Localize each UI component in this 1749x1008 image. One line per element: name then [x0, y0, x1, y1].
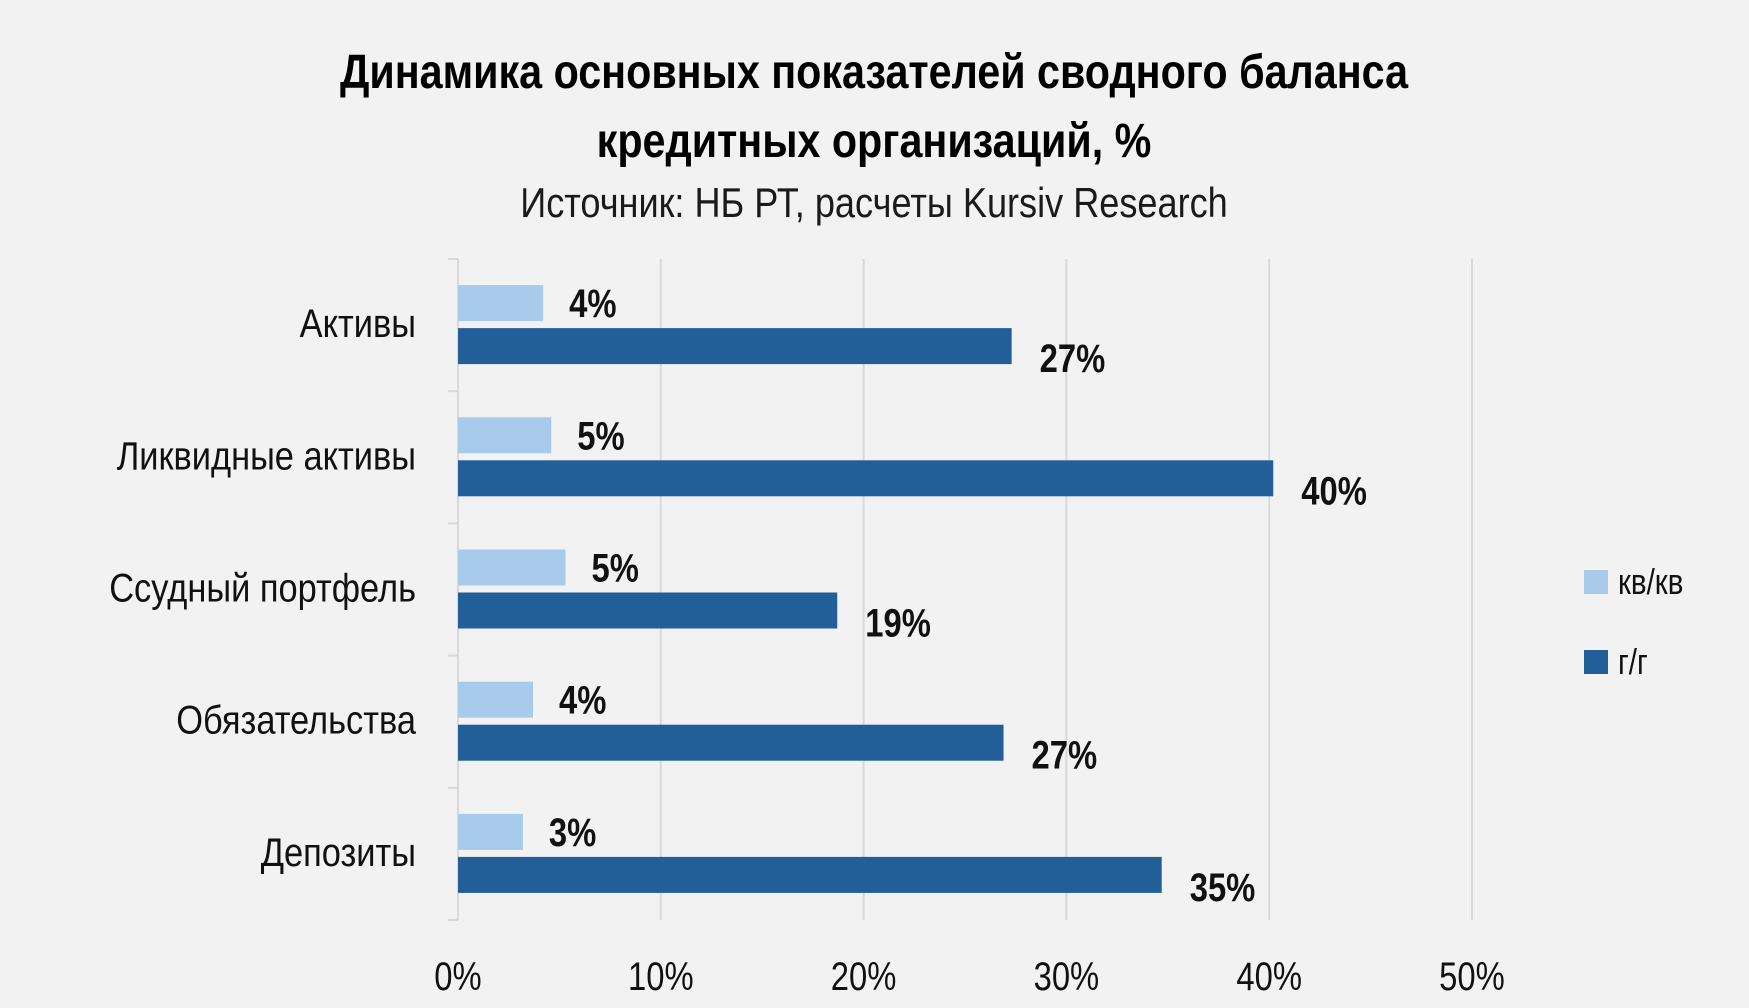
category-label: Депозиты	[261, 829, 416, 874]
bar-qq	[458, 681, 534, 718]
bar-yy	[458, 460, 1274, 497]
x-tick-label: 40%	[1236, 954, 1302, 999]
x-tick-label: 50%	[1439, 954, 1505, 999]
bar-yy	[458, 856, 1162, 893]
category-label: Ликвидные активы	[117, 433, 416, 478]
bar-qq	[458, 813, 523, 850]
bar-qq	[458, 285, 544, 322]
x-tick-label: 30%	[1034, 954, 1100, 999]
data-label: 4%	[569, 281, 616, 326]
legend-label: кв/кв	[1618, 561, 1683, 601]
category-label: Активы	[300, 301, 416, 346]
data-label: 5%	[591, 545, 638, 590]
x-tick-label: 10%	[628, 954, 694, 999]
data-label: 27%	[1032, 733, 1098, 778]
bar-yy	[458, 724, 1004, 761]
data-label: 27%	[1040, 336, 1106, 381]
legend-swatch	[1584, 650, 1608, 674]
chart-title-line-2: кредитных организаций, %	[597, 114, 1152, 168]
bar-qq	[458, 549, 566, 586]
legend-label: г/г	[1618, 641, 1648, 681]
legend-swatch	[1584, 570, 1608, 594]
bar-qq	[458, 417, 552, 454]
chart-subtitle: Источник: НБ РТ, расчеты Kursiv Research	[520, 181, 1227, 227]
bar-yy	[458, 592, 838, 629]
data-label: 5%	[577, 413, 624, 458]
chart-title-line-1: Динамика основных показателей сводного б…	[340, 45, 1409, 99]
data-label: 4%	[559, 678, 606, 723]
category-label: Обязательства	[176, 697, 416, 742]
data-label: 19%	[865, 600, 931, 645]
data-label: 40%	[1301, 468, 1367, 513]
data-label: 3%	[549, 810, 596, 855]
bar-yy	[458, 328, 1012, 365]
data-label: 35%	[1190, 865, 1256, 910]
x-tick-label: 0%	[434, 954, 481, 999]
x-tick-label: 20%	[831, 954, 897, 999]
category-label: Ссудный портфель	[109, 565, 416, 610]
